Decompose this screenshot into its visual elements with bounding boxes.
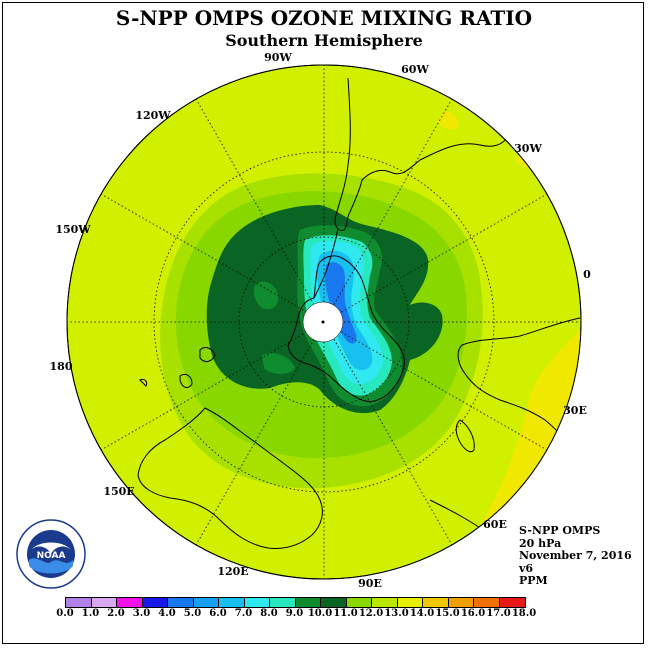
colorbar-label: 7.0 (234, 608, 253, 619)
meridian-120e (195, 321, 325, 546)
colorbar-cell (270, 598, 296, 607)
colorbar-cell (448, 598, 474, 607)
noaa-logo: NOAA (16, 519, 86, 589)
meridian-30e (323, 321, 548, 451)
coastline-australia (137, 407, 323, 549)
colorbar-cell (423, 598, 449, 607)
latitude-circle-30s (153, 151, 495, 493)
colorbar-cell (193, 598, 219, 607)
map-disk-outline (66, 64, 582, 580)
product-info: S-NPP OMPS 20 hPa November 7, 2016 v6 PP… (519, 524, 632, 588)
noaa-logo-text: NOAA (37, 551, 66, 561)
lon-label-180: 180 (50, 360, 73, 373)
colorbar-cell (168, 598, 194, 607)
contour-13-north (438, 111, 459, 130)
colorbar-label: 16.0 (460, 608, 486, 619)
colorbar-label: 3.0 (132, 608, 151, 619)
colorbar-cell (321, 598, 347, 607)
colorbar-cell (397, 598, 423, 607)
colorbar-label: 17.0 (486, 608, 511, 619)
info-instrument: S-NPP OMPS (519, 524, 601, 537)
colorbar-label: 2.0 (107, 608, 125, 619)
contour-4 (325, 262, 357, 344)
meridian-30w (323, 193, 548, 323)
colorbar-labels: 0.0 1.0 2.0 3.0 4.0 5.0 6.0 7.0 8.0 9.0 10.0 11.0 12… (52, 608, 597, 622)
map-title: S-NPP OMPS OZONE MIXING RATIO (115, 6, 533, 30)
coastline-antarctica (287, 255, 405, 403)
south-pole-marker (321, 320, 325, 324)
colorbar-cell (91, 598, 117, 607)
colorbar-cell (295, 598, 321, 607)
colorbar-label: 13.0 (384, 608, 409, 619)
colorbar-cell (244, 598, 270, 607)
colorbar-label: 4.0 (158, 608, 176, 619)
colorbar-label: 1.0 (81, 608, 100, 619)
colorbar-cell (142, 598, 168, 607)
lon-label-30w: 30W (514, 142, 542, 155)
colorbar-label: 10.0 (307, 608, 333, 619)
info-date: November 7, 2016 (519, 549, 632, 562)
lon-label-0: 0 (583, 268, 591, 281)
colorbar-cell (346, 598, 372, 607)
colorbar-cell (499, 598, 525, 607)
contour-10-inner-patch (262, 353, 295, 374)
coastline-south-america (334, 74, 517, 231)
colorbar-label: 18.0 (511, 608, 537, 619)
info-version: v6 (519, 561, 534, 575)
meridian-60w (323, 98, 453, 323)
colorbar-label: 0.0 (56, 608, 74, 619)
colorbar-label: 6.0 (209, 608, 227, 619)
colorbar-cell (372, 598, 398, 607)
colorbar-label: 11.0 (333, 608, 358, 619)
meridian-120w (195, 98, 325, 323)
colorbar-cell (66, 598, 92, 607)
coastline-new-zealand-south (179, 373, 193, 388)
coastline-south-atlantic-islands (139, 379, 148, 387)
colorbar (65, 597, 526, 608)
colorbar-cell (117, 598, 143, 607)
lon-label-60e: 60E (483, 518, 507, 531)
colorbar-label: 5.0 (183, 608, 202, 619)
map-subtitle: Southern Hemisphere (225, 31, 423, 50)
lon-label-90e: 90E (358, 577, 382, 590)
lon-label-150w: 150W (55, 223, 91, 236)
lon-label-150e: 150E (103, 485, 134, 498)
colorbar-label: 9.0 (285, 608, 304, 619)
coastline-antarctic-peninsula (313, 227, 339, 299)
colorbar-label: 15.0 (435, 608, 460, 619)
meridian-150e (100, 321, 325, 451)
coastline-new-zealand (199, 347, 216, 363)
graticule (67, 65, 581, 579)
contour-9-inner-patch (253, 281, 279, 310)
colorbar-label: 8.0 (260, 608, 278, 619)
coastline-africa (457, 317, 581, 449)
colorbar-label: 14.0 (409, 608, 435, 619)
lon-label-120e: 120E (217, 565, 248, 578)
lon-label-30e: 30E (563, 404, 587, 417)
info-level: 20 hPa (519, 536, 562, 550)
coastline-madagascar (455, 419, 475, 453)
lon-label-90w: 90W (264, 51, 292, 64)
info-units: PPM (519, 574, 548, 587)
lon-label-120w: 120W (135, 109, 171, 122)
lon-label-60w: 60W (401, 63, 429, 76)
colorbar-cell (219, 598, 245, 607)
meridian-60e (323, 321, 453, 546)
colorbar-label: 12.0 (358, 608, 384, 619)
meridian-150w (100, 193, 325, 323)
colorbar-cell (474, 598, 500, 607)
